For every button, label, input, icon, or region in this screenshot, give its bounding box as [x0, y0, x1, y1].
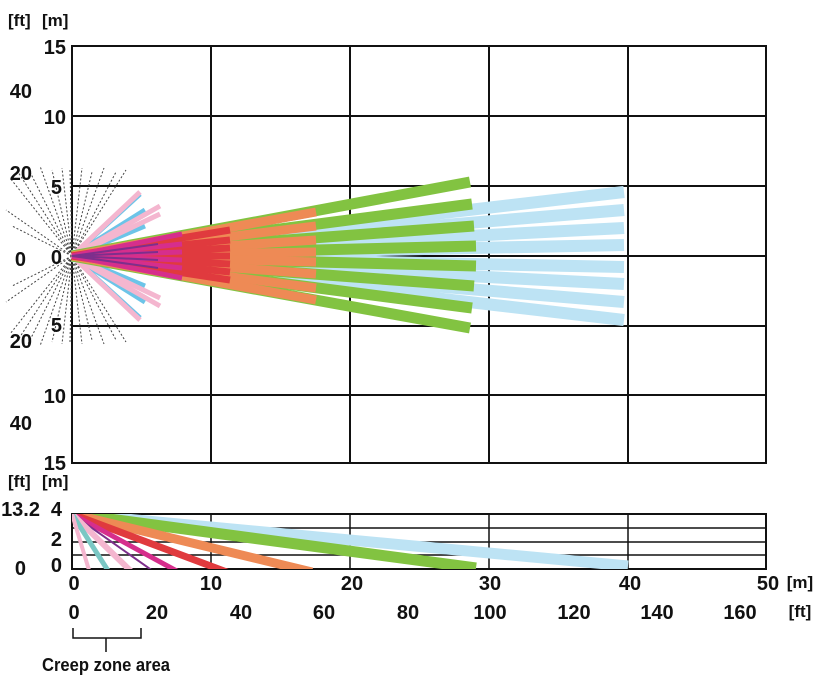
- x-axis-ft: 0 20 40 60 80 100 120 140 160 [ft]: [68, 602, 811, 624]
- x-ft-tick: 120: [557, 602, 590, 624]
- top-y-ft-tick: 20: [10, 163, 32, 185]
- top-y-m-tick: 5: [51, 177, 62, 199]
- x-m-tick: 50: [757, 573, 779, 595]
- x-m-tick: 40: [619, 573, 641, 595]
- top-y-m-tick: 10: [44, 107, 66, 129]
- x-ft-unit: [ft]: [789, 602, 812, 621]
- side-ray-green: [72, 514, 477, 569]
- top-y-ft-tick: 40: [10, 413, 32, 435]
- top-y-m-tick: 10: [44, 386, 66, 408]
- side-view: [ft] [m] 4 2 0 13.2 0: [1, 472, 767, 580]
- side-ray-orange: [72, 514, 314, 569]
- side-unit-m: [m]: [42, 472, 68, 491]
- side-ray-teal: [72, 514, 110, 569]
- side-ray-red: [72, 514, 229, 569]
- side-y-ft-tick: 0: [15, 558, 26, 580]
- side-y-ft-tick: 13.2: [1, 499, 40, 521]
- x-ft-tick: 160: [723, 602, 756, 624]
- top-y-ft-tick: 20: [10, 331, 32, 353]
- side-y-m-tick: 0: [51, 555, 62, 577]
- x-m-tick: 10: [200, 573, 222, 595]
- creep-zone-fan: [5, 165, 127, 347]
- top-y-m-tick: 15: [44, 37, 66, 59]
- x-ft-tick: 80: [397, 602, 419, 624]
- x-m-tick: 0: [68, 573, 79, 595]
- top-y-m-tick: 15: [44, 453, 66, 475]
- x-m-unit: [m]: [787, 573, 813, 592]
- creep-zone-label: Creep zone area: [42, 655, 171, 675]
- top-y-ft-tick: 40: [10, 81, 32, 103]
- top-view: [ft] [m] 15 10 5 0 5 10 15 40 20 0 20 40: [5, 11, 767, 475]
- top-y-m-ticks: 15 10 5 0 5 10 15: [44, 37, 66, 475]
- x-axis-m: 0 10 20 30 40 50 [m]: [68, 573, 813, 595]
- side-y-ft-ticks: 13.2 0: [1, 499, 40, 580]
- creep-zone-bracket: [72, 628, 142, 652]
- x-ft-tick: 140: [640, 602, 673, 624]
- side-y-m-tick: 2: [51, 529, 62, 551]
- top-y-ft-tick: 0: [15, 249, 26, 271]
- side-ray-lightpink: [72, 514, 91, 569]
- top-y-m-tick: 0: [51, 247, 62, 269]
- side-ray-pink: [72, 514, 133, 569]
- top-y-ft-ticks: 40 20 0 20 40: [10, 81, 32, 435]
- side-y-m-tick: 4: [51, 499, 63, 521]
- x-ft-tick: 20: [146, 602, 168, 624]
- top-y-m-tick: 5: [51, 315, 62, 337]
- x-ft-tick: 100: [473, 602, 506, 624]
- side-ray-magenta: [72, 514, 179, 569]
- side-view-rays: [72, 514, 629, 569]
- side-y-m-ticks: 4 2 0: [51, 499, 63, 577]
- x-m-tick: 20: [341, 573, 363, 595]
- top-unit-m: [m]: [42, 11, 68, 30]
- top-unit-ft: [ft]: [8, 11, 31, 30]
- x-ft-tick: 0: [68, 602, 79, 624]
- side-unit-ft: [ft]: [8, 472, 31, 491]
- x-m-tick: 30: [479, 573, 501, 595]
- x-ft-tick: 40: [230, 602, 252, 624]
- x-ft-tick: 60: [313, 602, 335, 624]
- zone-purple: [71, 243, 159, 269]
